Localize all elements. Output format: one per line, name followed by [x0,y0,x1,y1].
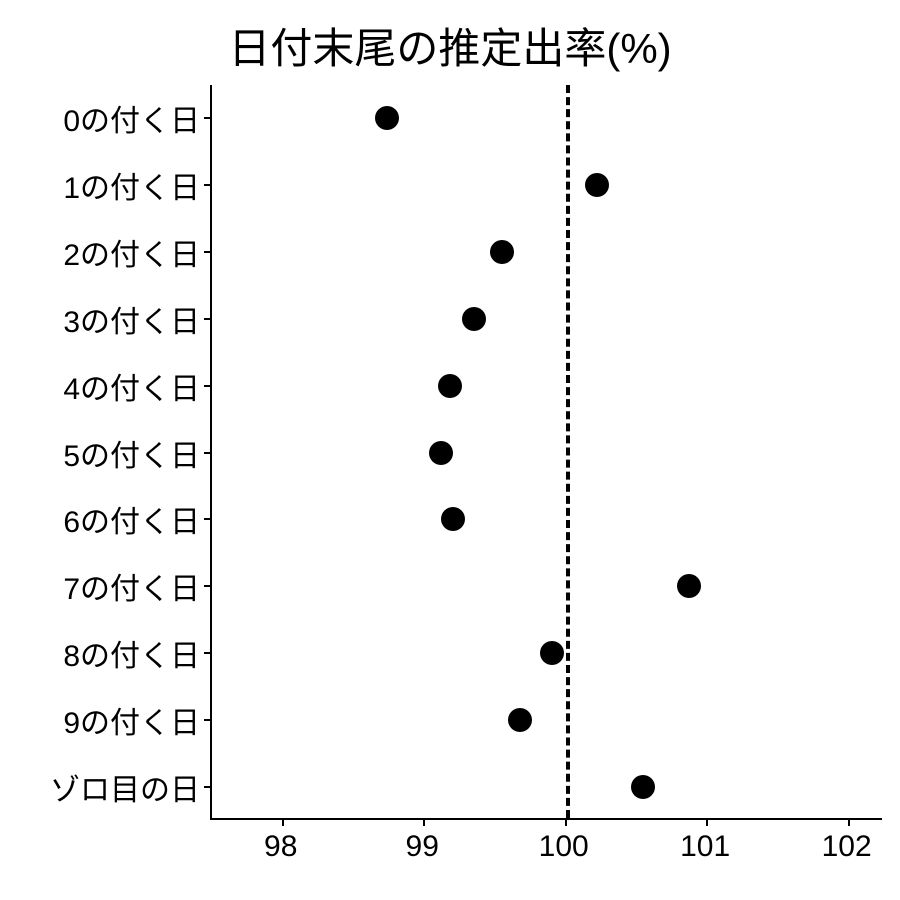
data-point [585,173,609,197]
x-tick-label: 101 [680,830,730,864]
data-point [677,574,701,598]
y-tick-mark [204,385,212,387]
data-point [508,708,532,732]
x-tick-mark [848,818,850,826]
y-tick-mark [204,585,212,587]
plot-area [210,85,882,820]
y-tick-mark [204,786,212,788]
y-tick-mark [204,652,212,654]
y-tick-label: 0の付く日 [63,96,200,140]
y-tick-label: ゾロ目の日 [50,765,200,809]
y-tick-mark [204,184,212,186]
chart-container: 日付末尾の推定出率(%) 0の付く日 1の付く日 2の付く日 3の付く日 4の付く日 5の… [0,0,900,900]
y-tick-label: 7の付く日 [63,564,200,608]
y-tick-mark [204,117,212,119]
chart-title: 日付末尾の推定出率(%) [0,15,900,76]
data-point [631,775,655,799]
y-tick-mark [204,452,212,454]
x-tick-mark [565,818,567,826]
y-tick-label: 3の付く日 [63,297,200,341]
x-tick-label: 100 [539,830,589,864]
y-tick-mark [204,719,212,721]
y-tick-label: 5の付く日 [63,431,200,475]
y-tick-label: 2の付く日 [63,230,200,274]
x-tick-label: 102 [822,830,872,864]
y-tick-label: 8の付く日 [63,631,200,675]
x-tick-mark [706,818,708,826]
data-point [540,641,564,665]
x-tick-label: 98 [264,830,297,864]
data-point [438,374,462,398]
data-point [490,240,514,264]
reference-line [566,85,570,818]
data-point [375,106,399,130]
data-point [462,307,486,331]
y-tick-mark [204,518,212,520]
y-tick-label: 1の付く日 [63,163,200,207]
x-tick-mark [282,818,284,826]
x-tick-mark [423,818,425,826]
y-tick-mark [204,318,212,320]
data-point [441,507,465,531]
y-tick-mark [204,251,212,253]
data-point [429,441,453,465]
x-tick-label: 99 [406,830,439,864]
y-tick-label: 4の付く日 [63,364,200,408]
y-tick-label: 9の付く日 [63,698,200,742]
y-tick-label: 6の付く日 [63,497,200,541]
